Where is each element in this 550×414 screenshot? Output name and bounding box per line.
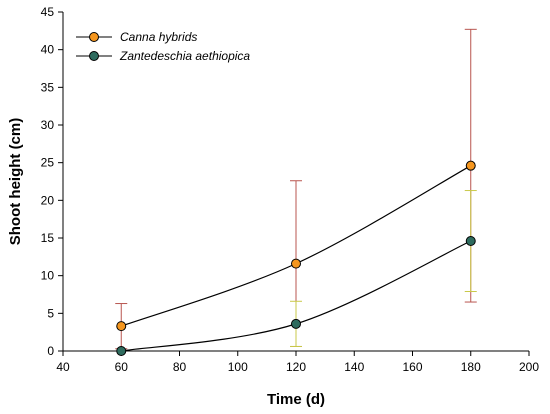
error-bars	[115, 28, 477, 350]
legend-label: Zantedeschia aethiopica	[119, 49, 250, 63]
data-point	[116, 346, 127, 356]
x-tick-label: 40	[56, 360, 70, 374]
x-tick-label: 180	[461, 360, 481, 374]
y-tick-label: 40	[41, 43, 55, 57]
x-tick-label: 200	[519, 360, 539, 374]
data-point	[116, 321, 127, 332]
legend-marker	[89, 32, 99, 42]
x-tick-label: 80	[173, 360, 187, 374]
y-tick-label: 45	[41, 5, 55, 19]
y-tick-label: 30	[41, 118, 55, 132]
series-points	[116, 160, 476, 356]
data-point	[465, 236, 476, 247]
x-tick-label: 100	[228, 360, 248, 374]
data-point	[291, 258, 301, 269]
y-tick-label: 0	[47, 344, 54, 358]
axes: 40 60 80 100 120 140 160 180 200 0 5 10 15 20 25 30 35 40…	[41, 5, 540, 374]
x-axis-title: Time (d)	[267, 391, 325, 408]
y-tick-label: 35	[41, 80, 55, 94]
x-tick-label: 160	[402, 360, 422, 374]
x-tick-label: 140	[344, 360, 364, 374]
data-point	[465, 160, 476, 171]
legend-label: Canna hybrids	[120, 30, 197, 44]
data-point	[291, 318, 301, 329]
x-tick-label: 120	[286, 360, 306, 374]
y-tick-label: 15	[41, 231, 55, 245]
y-tick-label: 10	[41, 269, 55, 283]
y-tick-label: 20	[41, 193, 55, 207]
y-tick-label: 5	[47, 306, 54, 320]
y-axis-title: Shoot height (cm)	[7, 118, 24, 246]
y-tick-label: 25	[41, 156, 55, 170]
legend: Canna hybrids Zantedeschia aethiopica	[76, 30, 250, 63]
legend-marker	[89, 51, 99, 61]
x-tick-label: 60	[115, 360, 129, 374]
